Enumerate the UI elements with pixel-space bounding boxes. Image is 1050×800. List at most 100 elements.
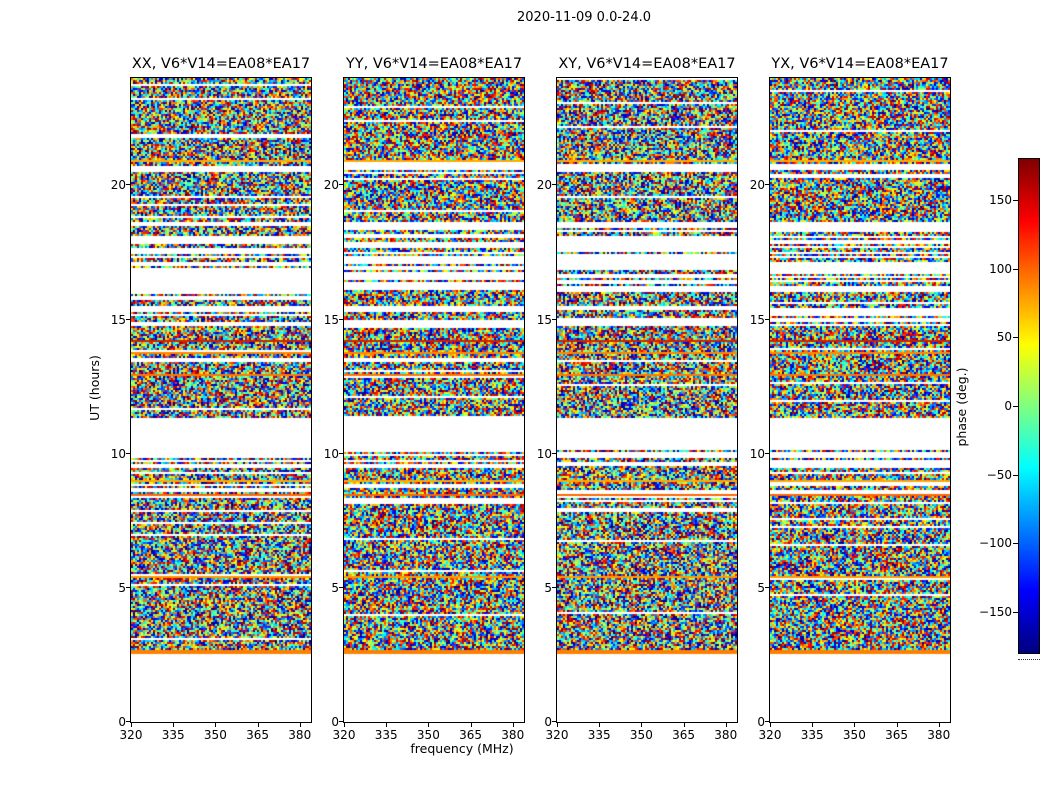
x-tick-label: 320: [119, 728, 143, 742]
colorbar-tick-mark: [1013, 406, 1018, 407]
x-axis-label: frequency (MHz): [410, 741, 514, 756]
colorbar-tick-mark: [1013, 337, 1018, 338]
x-tick-mark: [428, 723, 429, 727]
x-tick-mark: [173, 723, 174, 727]
y-tick-label: 0: [757, 715, 765, 729]
y-tick-mark: [765, 319, 769, 320]
y-tick-mark: [552, 319, 556, 320]
colorbar-tick-label: −100: [979, 536, 1012, 550]
y-tick-label: 10: [536, 447, 552, 461]
panel-title-yy: YY, V6*V14=EA08*EA17: [345, 56, 523, 72]
x-tick-label: 320: [332, 728, 356, 742]
y-tick-label: 5: [544, 581, 552, 595]
y-tick-mark: [126, 721, 130, 722]
x-tick-mark: [471, 723, 472, 727]
y-tick-mark: [765, 721, 769, 722]
y-tick-label: 15: [323, 313, 339, 327]
colorbar-tick-label: 0: [1004, 399, 1012, 413]
x-tick-mark: [684, 723, 685, 727]
x-tick-mark: [854, 723, 855, 727]
x-tick-mark: [599, 723, 600, 727]
y-tick-label: 10: [749, 447, 765, 461]
x-tick-mark: [215, 723, 216, 727]
x-tick-label: 335: [161, 728, 185, 742]
x-tick-label: 350: [416, 728, 440, 742]
y-tick-label: 15: [110, 313, 126, 327]
x-tick-mark: [131, 723, 132, 727]
y-tick-mark: [765, 587, 769, 588]
x-tick-mark: [557, 723, 558, 727]
colorbar-tick-label: −50: [986, 468, 1012, 482]
y-tick-mark: [552, 721, 556, 722]
x-tick-mark: [513, 723, 514, 727]
colorbar-tick-mark: [1013, 269, 1018, 270]
y-tick-mark: [552, 184, 556, 185]
x-tick-mark: [344, 723, 345, 727]
y-tick-label: 0: [331, 715, 339, 729]
y-tick-mark: [339, 184, 343, 185]
x-tick-label: 350: [842, 728, 866, 742]
colorbar-extend-dashes: [1018, 659, 1040, 660]
x-tick-mark: [300, 723, 301, 727]
y-tick-mark: [339, 587, 343, 588]
y-axis-label: UT (hours): [87, 355, 102, 421]
y-tick-label: 20: [749, 178, 765, 192]
y-tick-mark: [765, 184, 769, 185]
y-tick-label: 10: [110, 447, 126, 461]
y-tick-mark: [339, 319, 343, 320]
x-tick-label: 380: [714, 728, 738, 742]
panel-title-xx: XX, V6*V14=EA08*EA17: [131, 56, 311, 72]
x-tick-label: 350: [629, 728, 653, 742]
y-tick-mark: [126, 453, 130, 454]
colorbar-label: phase (deg.): [954, 367, 969, 447]
figure-title: 2020-11-09 0.0-24.0: [517, 10, 651, 25]
x-tick-mark: [641, 723, 642, 727]
y-tick-mark: [552, 587, 556, 588]
panel-title-yx: YX, V6*V14=EA08*EA17: [771, 56, 949, 72]
colorbar-tick-mark: [1013, 475, 1018, 476]
x-tick-label: 365: [459, 728, 483, 742]
x-tick-label: 365: [246, 728, 270, 742]
x-tick-mark: [258, 723, 259, 727]
heatmap-canvas-xy: [556, 77, 738, 723]
y-tick-label: 5: [757, 581, 765, 595]
colorbar-tick-label: 50: [996, 330, 1012, 344]
heatmap-canvas-yy: [343, 77, 525, 723]
y-tick-label: 0: [118, 715, 126, 729]
panel-xy: XY, V6*V14=EA08*EA17 320 335 350 365 380 0 5 10…: [537, 56, 738, 766]
x-tick-label: 335: [800, 728, 824, 742]
y-tick-mark: [552, 453, 556, 454]
y-tick-label: 20: [323, 178, 339, 192]
colorbar-tick-mark: [1013, 543, 1018, 544]
y-tick-mark: [126, 184, 130, 185]
x-tick-label: 380: [288, 728, 312, 742]
x-tick-mark: [770, 723, 771, 727]
y-tick-mark: [126, 587, 130, 588]
x-tick-label: 350: [203, 728, 227, 742]
y-tick-label: 5: [331, 581, 339, 595]
x-tick-mark: [812, 723, 813, 727]
x-tick-label: 380: [501, 728, 525, 742]
colorbar-tick-label: 100: [989, 262, 1012, 276]
heatmap-canvas-xx: [130, 77, 312, 723]
x-tick-label: 380: [927, 728, 951, 742]
y-tick-mark: [339, 721, 343, 722]
x-tick-label: 320: [545, 728, 569, 742]
panel-yy: YY, V6*V14=EA08*EA17 320 335 350 365 380 0 5 10…: [324, 56, 525, 766]
y-tick-label: 15: [749, 313, 765, 327]
y-tick-label: 10: [323, 447, 339, 461]
y-tick-label: 20: [536, 178, 552, 192]
x-tick-mark: [939, 723, 940, 727]
y-tick-label: 0: [544, 715, 552, 729]
y-tick-label: 20: [110, 178, 126, 192]
colorbar-canvas: [1018, 158, 1040, 654]
heatmap-canvas-yx: [769, 77, 951, 723]
colorbar-tick-mark: [1013, 612, 1018, 613]
x-tick-mark: [726, 723, 727, 727]
x-tick-mark: [897, 723, 898, 727]
x-tick-label: 320: [758, 728, 782, 742]
y-tick-label: 15: [536, 313, 552, 327]
colorbar-tick-label: −150: [979, 605, 1012, 619]
colorbar-tick-mark: [1013, 200, 1018, 201]
